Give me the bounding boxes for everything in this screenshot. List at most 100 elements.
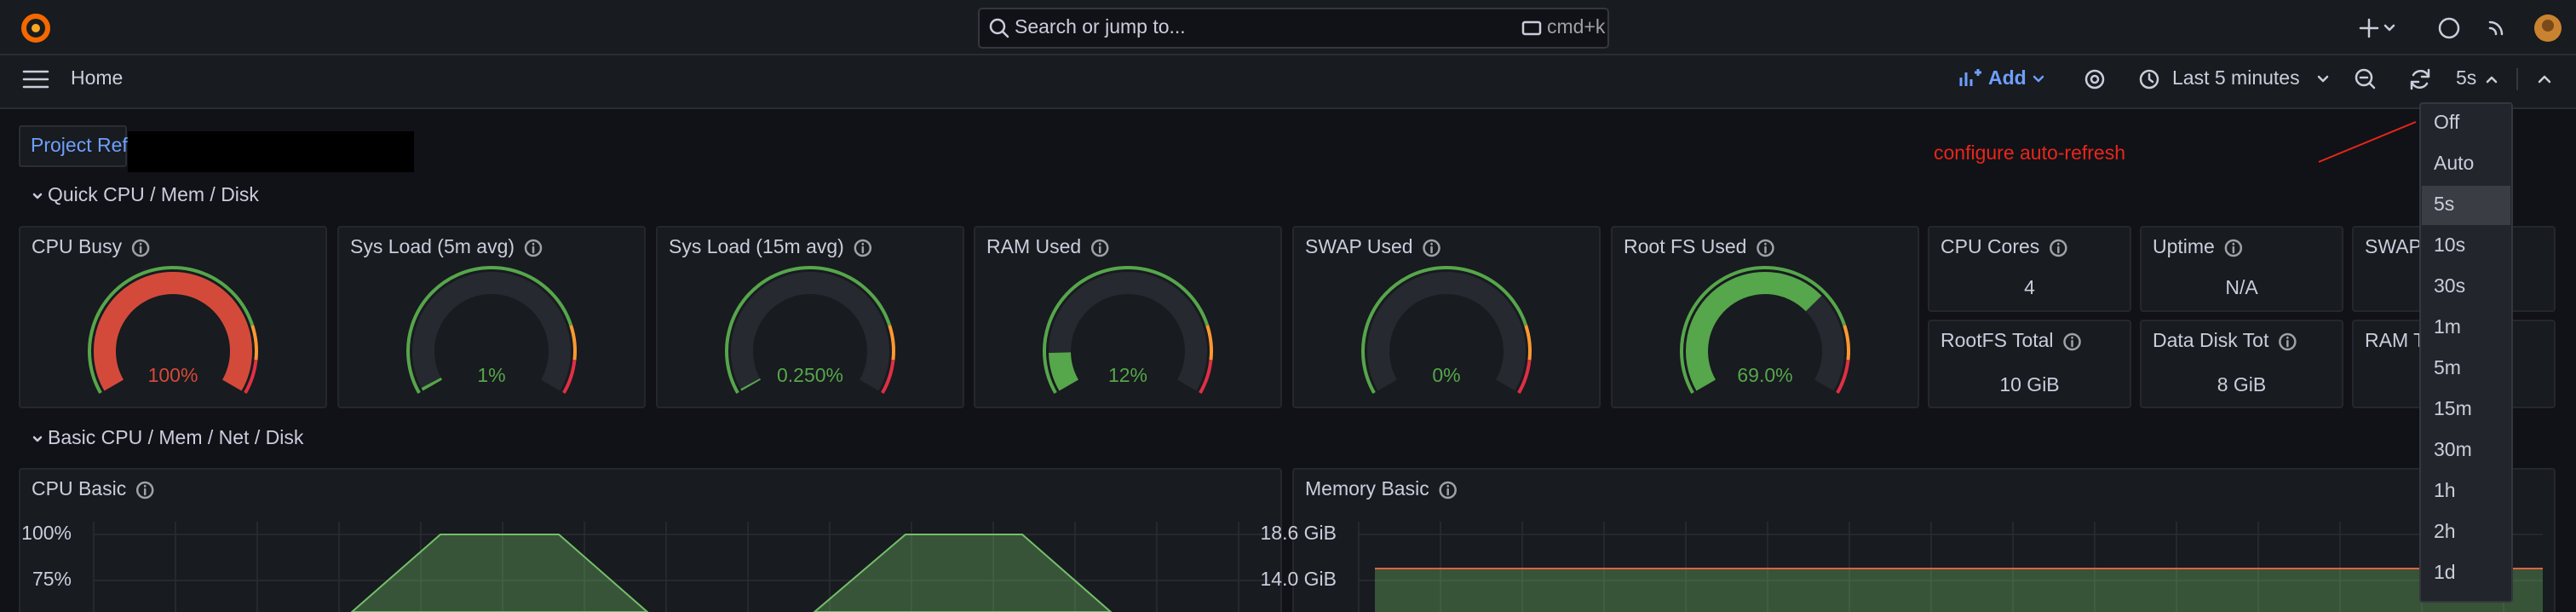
- help-icon[interactable]: [2438, 17, 2460, 39]
- settings-icon: [2090, 74, 2100, 84]
- gauge-threshold: [569, 325, 577, 361]
- news-icon[interactable]: [2488, 20, 2504, 36]
- row-chevron: [32, 436, 43, 442]
- gauge-threshold: [406, 266, 573, 394]
- info-icon[interactable]: [2279, 332, 2297, 351]
- panel-title: CPU Basic: [32, 477, 126, 499]
- clock-icon: [2148, 72, 2154, 84]
- menu-option[interactable]: 15m: [2434, 397, 2472, 419]
- settings-icon[interactable]: [2084, 69, 2105, 89]
- variable-label: Project Ref: [31, 134, 128, 156]
- search-shortcut: cmd+k: [1547, 15, 1606, 38]
- gauge-track: [1049, 272, 1207, 391]
- panel-title: SWAP Used: [1305, 235, 1413, 257]
- gauge-threshold: [1680, 265, 1847, 394]
- panel-title: Memory Basic: [1305, 477, 1429, 499]
- refresh-icon[interactable]: [2410, 68, 2430, 90]
- variable-input[interactable]: [128, 131, 414, 172]
- gauge-fill: [740, 378, 761, 391]
- y-tick-label: 75%: [32, 568, 72, 590]
- gauge-track: [731, 272, 889, 391]
- chevron: [2486, 76, 2498, 84]
- gauge-threshold: [1517, 359, 1532, 394]
- panel-title: RAM Used: [986, 235, 1081, 257]
- zoom-out-icon[interactable]: [2355, 68, 2373, 87]
- variable-label-box: [19, 125, 127, 167]
- avatar-face: [2542, 20, 2554, 32]
- info-icon[interactable]: [524, 239, 543, 257]
- panel-title: Data Disk Tot: [2153, 329, 2269, 351]
- panel-title: RAM T: [2365, 329, 2425, 351]
- chevron: [2033, 75, 2044, 83]
- gauge-track: [412, 272, 571, 391]
- menu-option[interactable]: 10s: [2434, 234, 2465, 256]
- add-icon: [1959, 69, 1981, 86]
- search-icon: [989, 18, 1006, 35]
- menu-option[interactable]: 30s: [2434, 274, 2465, 297]
- panel-title: Root FS Used: [1624, 235, 1746, 257]
- gauge-threshold: [1043, 265, 1210, 394]
- refresh-menu: [2419, 102, 2513, 603]
- new-icon[interactable]: [2359, 18, 2379, 38]
- clock-icon: [2139, 69, 2159, 89]
- menu-icon[interactable]: [22, 70, 49, 89]
- info-icon[interactable]: [131, 239, 150, 257]
- grafana-logo[interactable]: [21, 14, 50, 43]
- info-icon[interactable]: [135, 481, 154, 499]
- gauge-threshold: [1836, 359, 1850, 394]
- collapse-icon[interactable]: [2538, 75, 2551, 84]
- menu-option[interactable]: Off: [2434, 111, 2460, 133]
- info-icon[interactable]: [1439, 481, 1457, 499]
- gauge-threshold: [1205, 325, 1213, 361]
- info-icon[interactable]: [1757, 239, 1774, 257]
- keyboard-icon: [1521, 20, 1542, 36]
- gauge-threshold: [244, 359, 258, 394]
- menu-option[interactable]: 5s: [2434, 193, 2454, 215]
- grafana-logo-core: [32, 24, 40, 32]
- menu-option[interactable]: 1h: [2434, 479, 2456, 501]
- add-button[interactable]: Add: [1988, 66, 2027, 89]
- panel-title: SWAP: [2365, 235, 2422, 257]
- gauge-value: 1%: [477, 364, 505, 386]
- gauge-threshold: [1361, 265, 1528, 394]
- stat-value: 4: [2024, 276, 2035, 298]
- info-icon[interactable]: [1423, 239, 1440, 257]
- menu-option[interactable]: 1m: [2434, 315, 2461, 338]
- info-icon[interactable]: [2224, 239, 2243, 257]
- menu-option[interactable]: 2h: [2434, 520, 2456, 542]
- panel-title: CPU Cores: [1941, 235, 2039, 257]
- gauge-fill: [1686, 272, 1822, 391]
- zoom-out-icon: [2359, 76, 2376, 89]
- search-box[interactable]: [978, 8, 1609, 49]
- annotation: configure auto-refresh: [1934, 141, 2125, 164]
- stat-value: 8 GiB: [2217, 373, 2267, 395]
- row-title[interactable]: Basic CPU / Mem / Net / Disk: [48, 426, 304, 448]
- chevron: [2317, 75, 2329, 83]
- info-icon[interactable]: [2063, 332, 2081, 351]
- y-tick-label: 100%: [21, 522, 72, 544]
- gauge-track: [1367, 272, 1526, 391]
- gauge-value: 0.250%: [777, 364, 843, 386]
- gauge-fill: [94, 272, 252, 391]
- info-icon[interactable]: [854, 239, 872, 257]
- refresh-interval[interactable]: 5s: [2456, 66, 2476, 89]
- gauge-threshold: [888, 325, 895, 361]
- menu-option[interactable]: 5m: [2434, 356, 2461, 378]
- panel: [2140, 226, 2343, 312]
- row-title[interactable]: Quick CPU / Mem / Disk: [48, 183, 259, 205]
- menu-item-highlight: [2422, 186, 2510, 225]
- menu-option[interactable]: Auto: [2434, 152, 2474, 174]
- menu-option[interactable]: 30m: [2434, 438, 2472, 460]
- menu-option[interactable]: 1d: [2434, 561, 2456, 583]
- breadcrumb[interactable]: Home: [71, 66, 123, 89]
- info-icon[interactable]: [1090, 239, 1109, 257]
- info-icon[interactable]: [2050, 239, 2067, 257]
- panel: [1292, 468, 2556, 612]
- search-icon: [1001, 30, 1009, 38]
- panel-title: CPU Busy: [32, 235, 123, 257]
- gauge-threshold: [881, 359, 895, 394]
- time-range[interactable]: Last 5 minutes: [2172, 66, 2300, 89]
- y-tick-label: 18.6 GiB: [1261, 522, 1337, 544]
